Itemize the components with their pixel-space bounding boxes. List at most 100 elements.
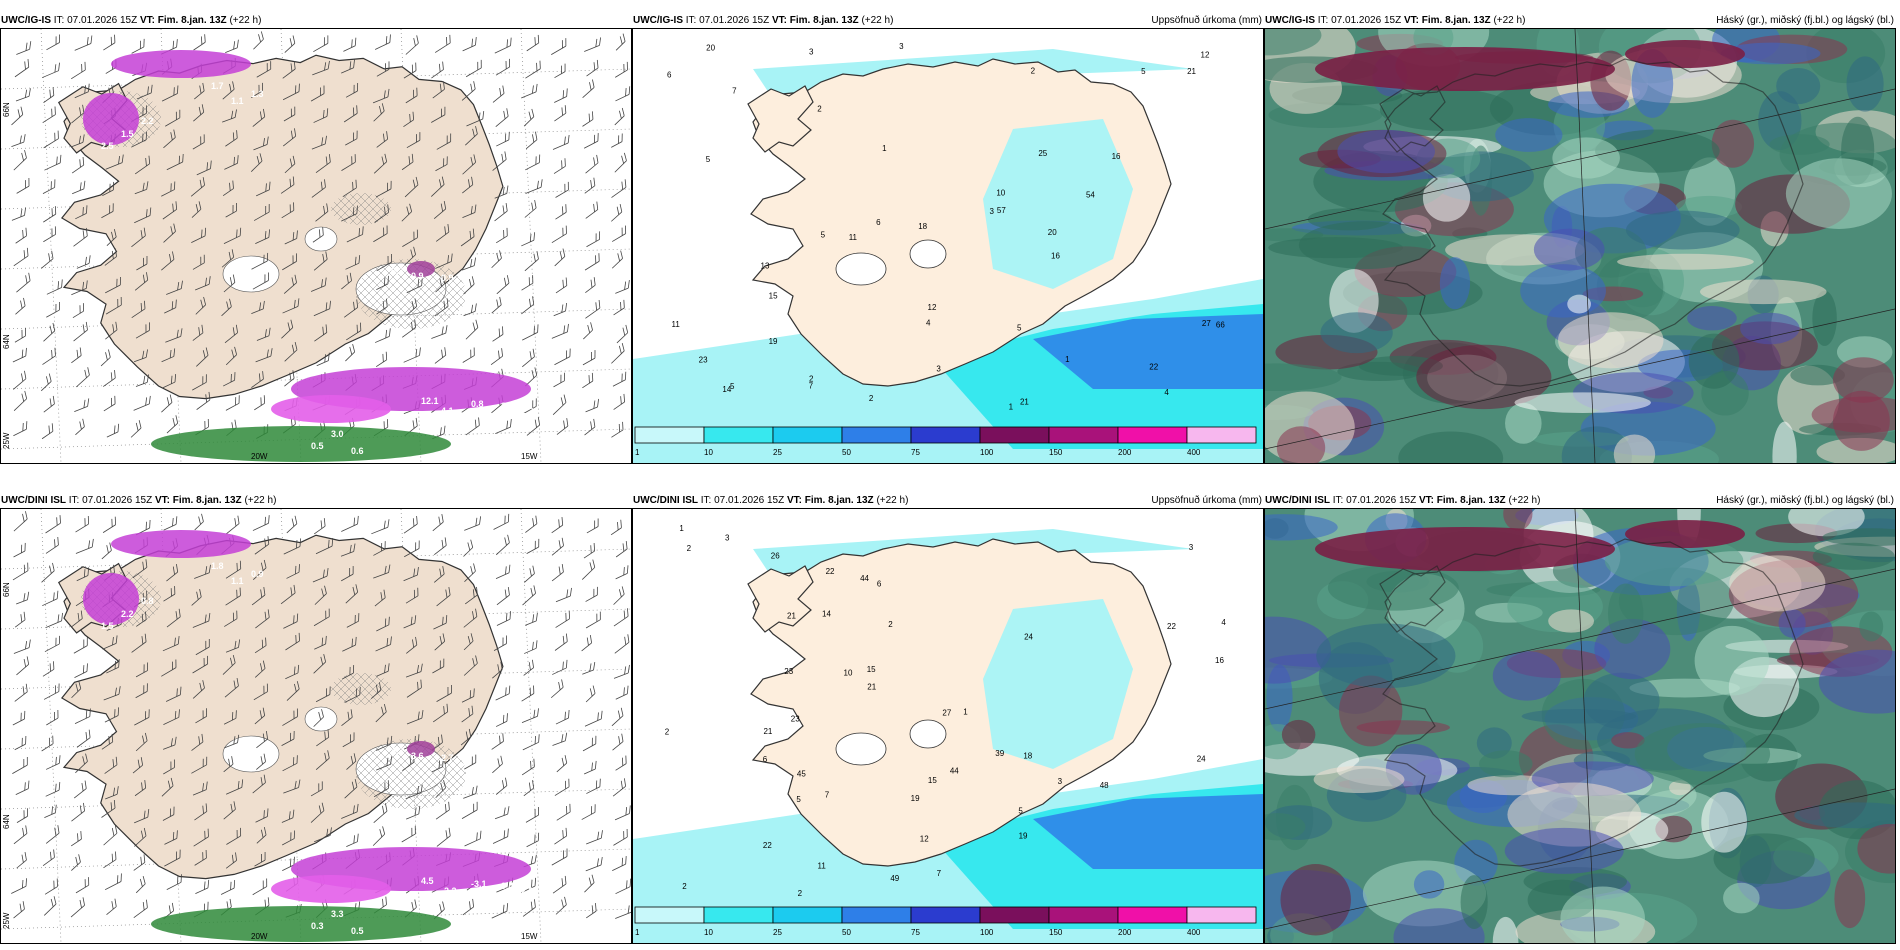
barb-feather xyxy=(347,711,350,720)
barb-shaft xyxy=(490,355,503,366)
wind-barb xyxy=(42,179,56,194)
barb-feather xyxy=(25,180,26,189)
barb-shaft xyxy=(581,567,596,580)
barb-feather xyxy=(87,83,90,92)
barb-shaft xyxy=(74,43,92,51)
barb-shaft xyxy=(555,904,567,915)
barb-feather xyxy=(236,202,237,212)
barb-feather xyxy=(356,324,358,333)
barb-feather xyxy=(142,735,145,744)
barb-feather xyxy=(296,230,298,239)
barb-shaft xyxy=(16,664,29,676)
value-label: 22 xyxy=(1149,363,1158,372)
barb-feather xyxy=(205,347,209,356)
wind-barb xyxy=(406,636,418,654)
panel-title: UWC/DINI ISL IT: 07.01.2026 15Z VT: Fim.… xyxy=(1,495,277,506)
barb-shaft xyxy=(432,711,448,723)
barb-feather xyxy=(625,324,629,333)
barb-feather xyxy=(593,62,596,71)
precip-map: 2123456723512615101922141516121123214445… xyxy=(633,509,1263,943)
map-frame[interactable]: 2 1 2 1 3 7 5 4 3 1 5 3 6 4 2 3 5 7 11 6 5 12 10 14 16 13 11 15 20 16… xyxy=(632,28,1264,464)
barb-feather xyxy=(117,299,119,308)
barb-shaft xyxy=(133,907,148,919)
barb-shaft xyxy=(435,164,448,172)
barb-feather xyxy=(263,395,266,404)
value-label: 1 xyxy=(882,144,887,153)
wind-barb xyxy=(404,540,420,558)
map-frame[interactable]: 0.3 0.9 12.1 4.1 0.8 2.3 2.2 2.2 2.7 3.0 0.5 0.6 4.0… xyxy=(0,28,632,464)
barb-feather xyxy=(534,37,536,46)
map-frame[interactable]: 2 1 2 3 4 5 6 7 2 3 5 1 2 6 15 10 19 22 14 15 16 12 11 23 21 44 45… xyxy=(632,508,1264,944)
wind-barb xyxy=(525,807,539,823)
wind-barb xyxy=(461,257,477,271)
barb-feather xyxy=(387,182,389,191)
westfjords-coastline xyxy=(747,85,814,153)
barb-feather xyxy=(170,132,173,141)
cloud-blob xyxy=(1699,279,1827,305)
map-frame[interactable]: 4.3 3.6 4.5 -2.2 -3.1 -3.0 0.4 2.2 1.7 3.3 0.3 0.5 1… xyxy=(0,508,632,944)
wind-barb xyxy=(522,585,536,606)
barb-feather xyxy=(48,425,50,434)
barb-shaft xyxy=(614,115,625,126)
barb-feather xyxy=(323,109,325,119)
barb-feather xyxy=(558,681,561,691)
barb-feather xyxy=(558,566,561,575)
barb-feather xyxy=(375,684,379,693)
wind-barb xyxy=(376,616,390,632)
wind-barb xyxy=(105,786,119,800)
map-frame[interactable] xyxy=(1264,508,1896,944)
wind-barb xyxy=(311,179,326,198)
barb-feather xyxy=(106,545,109,554)
barb-feather xyxy=(415,636,418,645)
barb-feather xyxy=(267,808,269,817)
barb-feather xyxy=(79,159,81,168)
barb-shaft xyxy=(14,66,29,78)
barb-feather xyxy=(596,613,598,622)
barb-feather xyxy=(232,274,236,283)
barb-shaft xyxy=(615,911,631,919)
barb-feather xyxy=(563,850,564,859)
wind-barb xyxy=(615,878,631,895)
precip-blob xyxy=(83,93,139,145)
barb-feather xyxy=(356,130,358,139)
wind-barb xyxy=(406,132,421,149)
barb-feather xyxy=(54,64,57,73)
barb-feather xyxy=(229,657,233,666)
barb-feather xyxy=(528,782,531,791)
wind-barb xyxy=(192,134,205,150)
barb-shaft xyxy=(522,356,535,368)
wind-barb xyxy=(553,302,568,317)
wind-barb xyxy=(74,83,90,99)
barb-feather xyxy=(226,301,229,310)
barb-feather xyxy=(120,296,122,306)
wind-barb xyxy=(255,609,270,629)
value-label: 20 xyxy=(706,43,715,52)
wind-barb xyxy=(166,415,179,434)
barb-feather xyxy=(593,177,596,186)
barb-feather xyxy=(598,253,600,262)
barb-shaft xyxy=(491,741,504,750)
barb-shaft xyxy=(74,91,89,99)
wind-barb xyxy=(283,274,297,294)
barb-feather xyxy=(321,781,323,790)
barb-feather xyxy=(448,801,450,810)
barb-feather xyxy=(23,134,26,143)
value-label: 1.1 xyxy=(231,96,244,106)
barb-feather xyxy=(177,636,180,645)
barb-feather xyxy=(294,274,297,283)
barb-feather xyxy=(292,35,296,44)
wind-barb xyxy=(461,688,475,703)
wind-barb xyxy=(253,31,264,50)
barb-feather xyxy=(600,710,603,719)
wind-barb xyxy=(45,755,61,770)
barb-shaft xyxy=(11,141,24,148)
map-frame[interactable] xyxy=(1264,28,1896,464)
wind-barb xyxy=(13,639,31,654)
precip-blob xyxy=(407,741,435,757)
colorbar-segment xyxy=(1048,906,1119,924)
barb-shaft xyxy=(374,597,386,607)
value-label: 21 xyxy=(763,727,772,736)
barb-feather xyxy=(28,639,31,648)
barb-feather xyxy=(509,58,511,67)
barb-feather xyxy=(475,319,479,328)
